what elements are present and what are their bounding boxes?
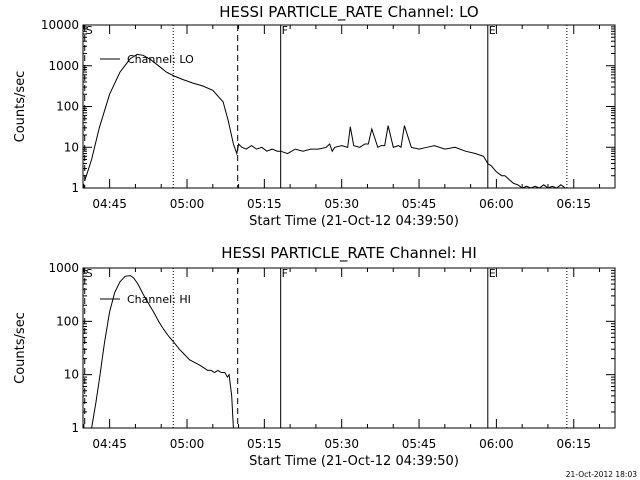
x-tick-label: 05:00 bbox=[170, 197, 205, 211]
x-tick-label: 05:30 bbox=[324, 437, 359, 451]
marker-label: E bbox=[489, 24, 496, 37]
series-line bbox=[91, 275, 234, 429]
legend-label: Channel: LO bbox=[127, 53, 194, 66]
y-tick-label: 100 bbox=[56, 100, 79, 114]
chart-title: HESSI PARTICLE_RATE Channel: LO bbox=[219, 3, 478, 22]
x-tick-label: 05:30 bbox=[324, 197, 359, 211]
legend-label: Channel: HI bbox=[127, 293, 191, 306]
x-axis-label: Start Time (21-Oct-12 04:39:50) bbox=[249, 214, 459, 229]
y-tick-label: 1000 bbox=[48, 59, 79, 73]
y-tick-label: 100 bbox=[56, 314, 79, 328]
marker-label: S bbox=[86, 24, 93, 37]
x-axis-label: Start Time (21-Oct-12 04:39:50) bbox=[249, 454, 459, 469]
y-tick-label: 1 bbox=[71, 421, 79, 435]
marker-label: E bbox=[489, 267, 496, 280]
plot-frame bbox=[82, 24, 616, 189]
x-tick-label: 05:45 bbox=[402, 437, 437, 451]
y-axis-label: Counts/sec bbox=[13, 312, 28, 384]
series-line bbox=[84, 53, 566, 189]
x-tick-label: 06:00 bbox=[479, 437, 514, 451]
marker-label: S bbox=[86, 267, 93, 280]
x-tick-label: 04:45 bbox=[92, 197, 127, 211]
y-tick-label: 10 bbox=[64, 140, 79, 154]
x-tick-label: 04:45 bbox=[92, 437, 127, 451]
x-tick-label: 06:00 bbox=[479, 197, 514, 211]
x-tick-label: 06:15 bbox=[556, 437, 591, 451]
chart-panel-1: HESSI PARTICLE_RATE Channel: HI 1 10 100 100… bbox=[13, 244, 616, 469]
x-tick-label: 06:15 bbox=[556, 197, 591, 211]
x-tick-label: 05:45 bbox=[402, 197, 437, 211]
marker-label: F bbox=[282, 24, 288, 37]
x-tick-label: 05:15 bbox=[247, 437, 282, 451]
y-tick-label: 1 bbox=[71, 181, 79, 195]
x-tick-label: 05:15 bbox=[247, 197, 282, 211]
y-tick-label: 10 bbox=[64, 368, 79, 382]
y-tick-label: 1000 bbox=[48, 261, 79, 275]
chart-title: HESSI PARTICLE_RATE Channel: HI bbox=[221, 244, 477, 263]
y-tick-label: 10000 bbox=[41, 18, 79, 32]
plot-frame bbox=[82, 267, 616, 429]
y-axis-label: Counts/sec bbox=[13, 71, 28, 143]
chart-panel-0: HESSI PARTICLE_RATE Channel: LO 1 10 100 100… bbox=[13, 3, 616, 229]
timestamp: 21-Oct-2012 18:03 bbox=[566, 470, 637, 479]
marker-label: F bbox=[282, 267, 288, 280]
x-tick-label: 05:00 bbox=[170, 437, 205, 451]
